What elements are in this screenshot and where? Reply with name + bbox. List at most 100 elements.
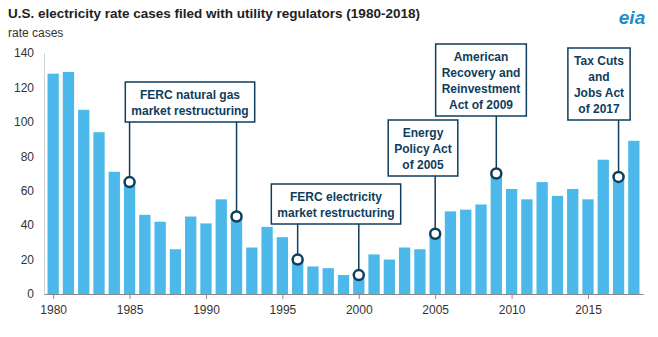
annotation-connector	[496, 116, 498, 174]
x-tick: 1980	[40, 294, 67, 317]
annotation-box	[271, 184, 400, 224]
annotation-marker	[125, 177, 135, 187]
bar	[124, 182, 135, 294]
x-tick-label: 1985	[117, 303, 144, 317]
annotation-box	[388, 120, 458, 176]
x-tick-label: 1990	[193, 303, 220, 317]
annotation-connector	[358, 224, 360, 275]
annotation-line: market restructuring	[277, 206, 394, 220]
annotation-connector	[434, 176, 436, 234]
x-tick-mark	[435, 294, 436, 299]
annotation-marker	[614, 172, 624, 182]
annotation-line: American	[454, 50, 509, 64]
connectors	[130, 122, 237, 217]
bar	[506, 189, 517, 294]
bar	[338, 275, 349, 294]
x-tick-label: 2000	[346, 303, 373, 317]
x-axis-line	[45, 294, 644, 295]
bar	[582, 199, 593, 294]
annotation-marker	[354, 270, 364, 280]
annotation-text: EnergyPolicy Actof 2005	[394, 126, 452, 172]
bar	[475, 204, 486, 294]
bar	[323, 268, 334, 294]
annotation-line: market restructuring	[131, 104, 248, 118]
bar	[307, 266, 318, 294]
annotation: FERC natural gas market restructuring	[125, 82, 255, 222]
annotation-line: FERC natural gas	[140, 88, 240, 102]
x-tick-label: 1995	[270, 303, 297, 317]
bars	[48, 72, 640, 294]
annotation-marker	[232, 212, 242, 222]
y-tick-label: 120	[14, 81, 34, 95]
x-tick-label: 2010	[499, 303, 526, 317]
y-tick-label: 0	[27, 287, 34, 301]
bar	[185, 217, 196, 294]
y-tick: 40	[21, 218, 44, 232]
annotation-marker	[491, 169, 501, 179]
bar	[384, 260, 395, 294]
bar	[78, 110, 89, 294]
annotation-connector	[236, 122, 238, 217]
x-tick-mark	[206, 294, 207, 299]
y-tick: 60	[21, 184, 44, 198]
bar	[231, 217, 242, 294]
y-tick-label: 140	[14, 46, 34, 60]
x-tick: 1985	[117, 294, 144, 317]
annotation: American Recovery and Reinvestment Act of 2…	[436, 44, 527, 179]
y-tick-label: 100	[14, 115, 34, 129]
bar	[414, 249, 425, 294]
x-tick: 2000	[346, 294, 373, 317]
annotation-line: of 2005	[402, 158, 444, 172]
x-tick: 1990	[193, 294, 220, 317]
bar	[491, 174, 502, 295]
annotation-box	[125, 82, 254, 122]
bar	[277, 237, 288, 294]
bar	[109, 172, 120, 294]
bar	[170, 249, 181, 294]
y-axis-title: rate cases	[8, 26, 63, 40]
annotation: EnergyPolicy Actof 2005	[388, 120, 458, 239]
annotation-box	[436, 44, 527, 116]
bar	[93, 132, 104, 294]
bar	[48, 74, 59, 294]
bar	[63, 72, 74, 294]
x-tick: 2005	[422, 294, 449, 317]
annotation-line: Jobs Act	[574, 86, 624, 100]
title: U.S. electricity rate cases filed with u…	[8, 6, 420, 21]
y-tick-label: 80	[21, 150, 35, 164]
x-tick: 1995	[270, 294, 297, 317]
bar	[200, 223, 211, 294]
bar	[246, 248, 257, 294]
annotation-connector	[129, 122, 131, 182]
annotation-line: Recovery and	[442, 66, 521, 80]
x-tick-mark	[282, 294, 283, 299]
bar	[445, 211, 456, 294]
y-axis-line	[44, 54, 45, 295]
bar	[460, 210, 471, 294]
x-tick-mark	[512, 294, 513, 299]
bar	[368, 254, 379, 294]
annotations: FERC natural gasmarket restructuringFERC…	[125, 44, 631, 280]
y-tick: 20	[21, 253, 44, 267]
chart: U.S. electricity rate cases filed with u…	[0, 0, 658, 337]
bar	[399, 248, 410, 294]
bar	[521, 199, 532, 294]
bar	[216, 199, 227, 294]
bar	[430, 234, 441, 294]
annotation-line: of 2017	[578, 102, 620, 116]
annotation-line: Policy Act	[394, 142, 452, 156]
bar	[598, 160, 609, 294]
y-tick: 120	[14, 81, 44, 95]
annotation: Tax CutsandJobs Actof 2017	[568, 48, 630, 182]
y-tick: 0	[27, 287, 44, 301]
connectors	[496, 116, 497, 174]
annotation-line: and	[588, 70, 609, 84]
y-tick: 140	[14, 46, 44, 60]
annotation-marker	[293, 255, 303, 265]
connectors	[618, 120, 619, 177]
annotation-line: Reinvestment	[442, 82, 521, 96]
x-tick: 2015	[575, 294, 602, 317]
y-tick-label: 60	[21, 184, 35, 198]
annotation-line: FERC electricity	[290, 190, 382, 204]
annotation-line: Act of 2009	[449, 98, 513, 112]
